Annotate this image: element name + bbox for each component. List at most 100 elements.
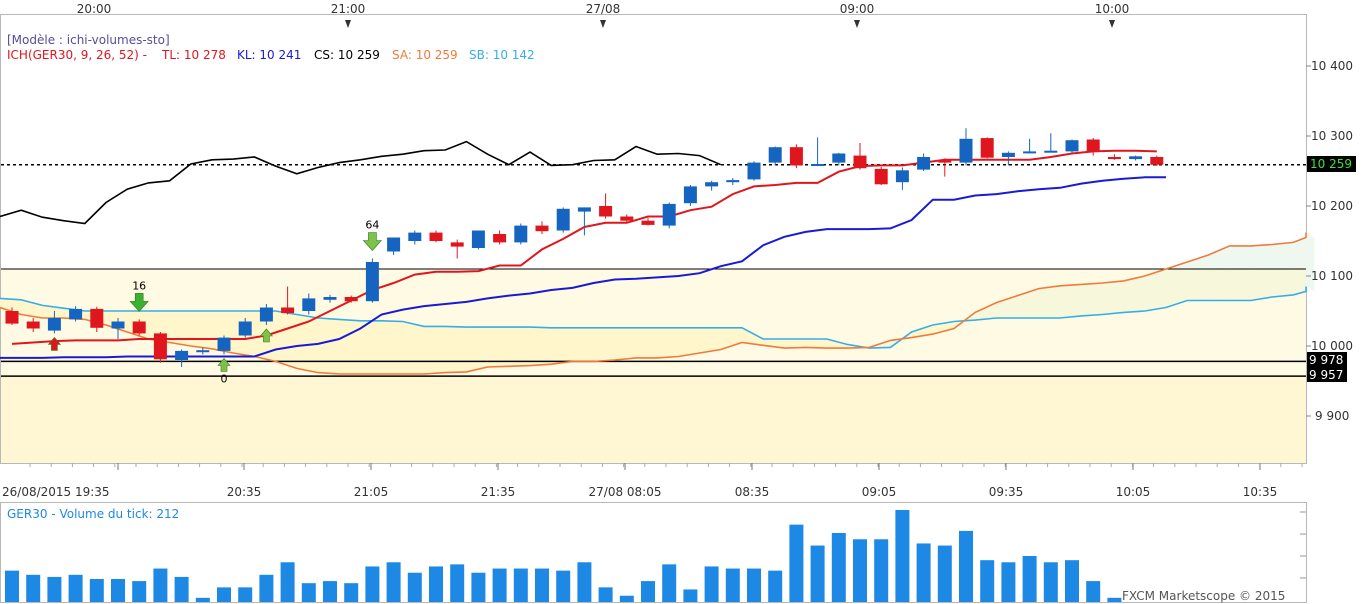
bear-candle — [641, 220, 655, 225]
volume-bar — [619, 595, 634, 602]
volume-bar — [683, 589, 698, 602]
bull-candle — [302, 298, 316, 311]
top-axis-marker — [1109, 20, 1115, 28]
bull-candle — [365, 262, 379, 302]
bear-candle — [26, 321, 40, 329]
bear-candle — [493, 234, 507, 243]
volume-bar — [492, 568, 507, 602]
volume-bar — [1107, 597, 1122, 602]
volume-bars — [5, 510, 1122, 602]
bull-candle — [471, 230, 485, 248]
bull-candle — [959, 138, 973, 163]
volume-bar — [111, 579, 125, 602]
bear-candle — [620, 216, 634, 221]
volume-bar — [259, 574, 274, 602]
price-axis-label: 10 200 — [1311, 199, 1353, 213]
bull-candle — [747, 162, 761, 180]
range-band — [1, 269, 1306, 377]
senkou-b-line — [0, 286, 1307, 349]
chikou-line — [0, 140, 722, 225]
bear-candle — [853, 155, 867, 169]
volume-bar — [1043, 562, 1058, 602]
bull-candle — [111, 321, 125, 329]
bull-candle — [69, 308, 83, 320]
volume-bar — [1065, 560, 1079, 602]
price-axis-label: 10 400 — [1311, 59, 1353, 73]
bear-candle — [5, 311, 19, 324]
svg-text:9 957: 9 957 — [1309, 368, 1343, 382]
bull-candle — [175, 350, 189, 360]
volume-bar — [874, 539, 889, 602]
bear-candle — [344, 297, 358, 302]
bear-candle — [874, 168, 888, 185]
signal-arrow-up — [47, 336, 62, 351]
top-axis-marker — [600, 20, 606, 28]
bull-candle — [556, 208, 570, 231]
volume-bar — [238, 587, 253, 602]
bottom-time-label: 09:35 — [989, 485, 1024, 499]
bottom-time-label: 27/08 08:05 — [589, 485, 662, 499]
watermark: FXCM Marketscope © 2015 — [1122, 589, 1285, 603]
bear-candle — [132, 321, 146, 334]
tenkan-label: TL: 10 278 — [161, 48, 226, 62]
bear-candle — [938, 159, 952, 163]
volume-bar — [365, 566, 380, 602]
bull-candle — [683, 186, 697, 204]
cloud-segment — [1306, 232, 1315, 292]
bear-candle — [281, 307, 295, 314]
bull-candle — [259, 307, 273, 322]
ich-label: ICH(GER30, 9, 26, 52) - — [7, 48, 151, 62]
volume-bar — [980, 560, 995, 602]
bull-candle — [387, 237, 401, 252]
volume-bar — [535, 568, 549, 602]
bull-candle — [726, 180, 740, 183]
bear-candle — [1150, 157, 1164, 165]
price-axis: 10 400 10 300 10 200 10 100 10 000 9 900 — [1306, 59, 1353, 423]
bull-candle — [1023, 151, 1037, 154]
volume-bar — [450, 564, 465, 602]
price-axis-label: 10 300 — [1311, 129, 1353, 143]
top-time-label: 10:00 — [1095, 2, 1130, 16]
top-time-axis: 20:00 21:00 27/08 09:00 10:00 — [77, 2, 1130, 28]
level-badge-9957: 9 957 — [1307, 367, 1347, 382]
volume-bar — [662, 564, 677, 602]
chikou-label: CS: 10 259 — [314, 48, 380, 62]
senkou-b-label: SB: 10 142 — [469, 48, 535, 62]
volume-bar — [641, 581, 655, 602]
bottom-time-label: 21:35 — [481, 485, 516, 499]
bull-candle — [1129, 156, 1143, 160]
volume-bar — [513, 568, 528, 602]
volume-bar — [68, 574, 83, 602]
bull-candle — [514, 225, 528, 243]
volume-bar — [916, 543, 931, 602]
volume-bar — [598, 587, 613, 602]
volume-bar — [768, 570, 783, 602]
time-gridlines — [29, 463, 1303, 470]
bottom-time-label: 10:35 — [1243, 485, 1278, 499]
bull-candle — [408, 232, 422, 241]
bull-candle — [768, 147, 782, 163]
volume-bar — [1086, 581, 1101, 602]
volume-bar — [725, 568, 740, 602]
volume-bar — [301, 583, 316, 602]
volume-bar — [132, 581, 147, 602]
svg-text:ICH(GER30, 9, 26, 52) -: ICH(GER30, 9, 26, 52) - TL: 10 278 KL: 1… — [7, 48, 535, 62]
volume-bar — [556, 570, 571, 602]
kijun-label: KL: 10 241 — [237, 48, 301, 62]
top-time-label: 20:00 — [77, 2, 112, 16]
volume-bar — [5, 570, 19, 602]
bull-candle — [238, 321, 252, 336]
volume-bar — [386, 562, 401, 602]
volume-bar — [407, 572, 422, 602]
bear-candle — [1107, 157, 1121, 160]
top-axis-marker — [854, 20, 860, 28]
signal-label: 16 — [132, 279, 146, 292]
volume-bar — [174, 576, 189, 602]
volume-bar — [810, 545, 825, 602]
signal-label: 0 — [221, 372, 228, 385]
horizontal-levels — [1, 163, 1306, 377]
model-label: [Modèle : ichi-volumes-sto] — [7, 33, 170, 47]
bull-candle — [1044, 150, 1058, 153]
volume-bar — [26, 574, 41, 602]
